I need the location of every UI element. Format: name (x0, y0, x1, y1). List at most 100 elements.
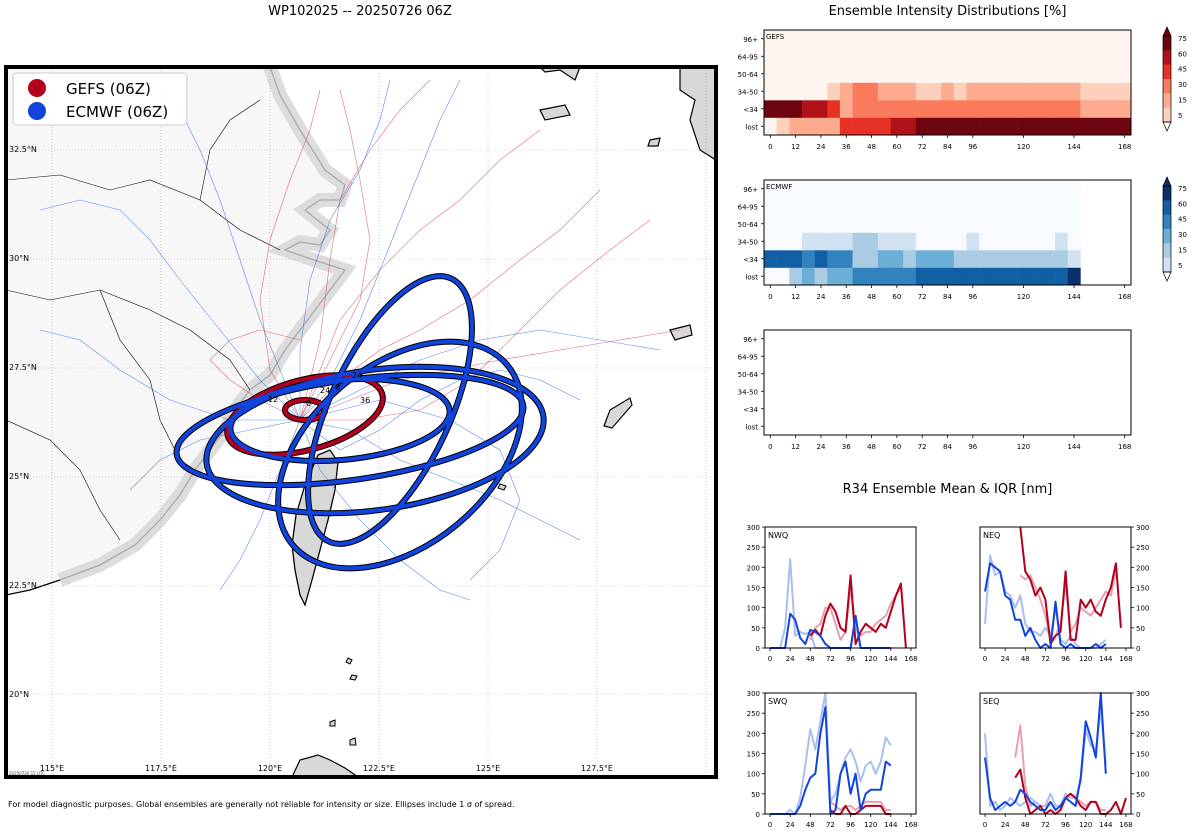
heat-cell (991, 47, 1005, 66)
heat-cell (1017, 250, 1031, 268)
heat-cell (839, 82, 853, 101)
heat-cell (852, 47, 866, 66)
heat-cell (991, 267, 1005, 286)
heat-cell (1004, 197, 1018, 216)
heat-cell (852, 30, 866, 48)
heat-cell (776, 197, 790, 216)
heat-cell (839, 232, 853, 251)
heat-cell (991, 197, 1005, 216)
heat-cell (903, 30, 917, 48)
heat-cell (915, 47, 929, 66)
heat-cell (1055, 267, 1069, 286)
heat-cell (1055, 197, 1069, 216)
heat-cell (877, 232, 891, 251)
heat-cell (928, 65, 942, 83)
heat-cell (941, 30, 955, 48)
heat-cell (776, 215, 790, 233)
heat-cell (966, 267, 980, 286)
heat-cell (979, 65, 993, 83)
heat-cell (953, 47, 967, 66)
heat-cell (1067, 100, 1081, 118)
x-tick-label: 84 (943, 293, 952, 301)
map-legend: GEFS (06Z) ECMWF (06Z) (12, 72, 188, 126)
heat-cell (877, 117, 891, 136)
x-tick-label: 120 (1017, 443, 1030, 451)
heat-cell (1055, 30, 1069, 48)
heat-cell (928, 250, 942, 268)
colorbar-segment (1163, 214, 1171, 230)
heat-cell (839, 250, 853, 268)
colorbar-extend-bottom (1162, 271, 1172, 282)
heat-cell (991, 30, 1005, 48)
heat-cell (814, 30, 828, 48)
heat-cell (1093, 82, 1106, 101)
lat-label: 32.5°N (9, 145, 37, 154)
intensity-title: Ensemble Intensity Distributions [%] (828, 4, 1067, 19)
x-tick-label: 168 (1119, 655, 1132, 663)
intensity-panel-label: ECMWF (766, 183, 792, 191)
lon-label: 117.5°E (145, 764, 177, 773)
heat-cell (903, 180, 917, 198)
heat-cell (941, 180, 955, 198)
r34-panel: SEQ 300 250 200 150 100 50 0 0 24 48 72 96 120 144 168 (979, 690, 1149, 829)
x-tick-label: 24 (816, 443, 825, 451)
x-tick-label: 144 (1067, 143, 1081, 151)
heat-cell (1118, 82, 1132, 101)
heat-cell (941, 47, 955, 66)
x-tick-label: 72 (826, 655, 835, 663)
heat-cell (1055, 117, 1069, 136)
heat-cell (1093, 30, 1106, 48)
y-tick-label: 100 (1136, 771, 1149, 779)
colorbar-extend-bottom (1162, 121, 1172, 132)
heat-cell (865, 232, 879, 251)
heat-cell (789, 82, 803, 101)
heat-cell (953, 100, 967, 118)
heat-cell (1055, 250, 1069, 268)
heat-cell (776, 180, 790, 198)
x-tick-label: 120 (864, 821, 877, 829)
heat-cell (979, 267, 993, 286)
heat-cell (789, 117, 803, 136)
heat-cell (776, 267, 790, 286)
korea-fragment (539, 67, 581, 81)
heat-cell (839, 215, 853, 233)
intensity-frame (763, 329, 1132, 436)
x-tick-label: 96 (846, 655, 855, 663)
colorbar-tick-label: 45 (1178, 216, 1187, 224)
heat-cell (789, 100, 803, 118)
heat-cell (903, 250, 917, 268)
heat-cell (903, 117, 917, 136)
heat-cell (1017, 232, 1031, 251)
heat-cell (801, 180, 815, 198)
lon-label: 125°E (476, 764, 500, 773)
heat-cell (1042, 232, 1056, 251)
heat-cell (814, 267, 828, 286)
heat-cell (877, 215, 891, 233)
heat-cell (1017, 47, 1031, 66)
heat-cell (890, 82, 904, 101)
heat-cell (1055, 82, 1069, 101)
heat-cell (1067, 197, 1081, 216)
x-tick-label: 168 (1118, 143, 1131, 151)
heat-cell (801, 65, 815, 83)
heat-cell (1017, 197, 1031, 216)
heat-cell (877, 250, 891, 268)
heat-cell (827, 30, 841, 48)
heat-cell (877, 65, 891, 83)
x-tick-label: 48 (867, 143, 876, 151)
x-tick-label: 72 (1041, 655, 1050, 663)
heat-cell (877, 47, 891, 66)
heat-cell (941, 100, 955, 118)
track-label: 0 (306, 399, 311, 408)
heat-cell (839, 117, 853, 136)
heat-cell (1067, 267, 1081, 286)
heat-cell (915, 117, 929, 136)
heat-cell (1067, 250, 1081, 268)
heat-cell (941, 215, 955, 233)
row-label: lost (745, 123, 758, 131)
heat-cell (903, 65, 917, 83)
colorbar-frame (1162, 185, 1172, 273)
heat-cell (852, 267, 866, 286)
heat-cell (776, 117, 790, 136)
heat-cell (852, 215, 866, 233)
